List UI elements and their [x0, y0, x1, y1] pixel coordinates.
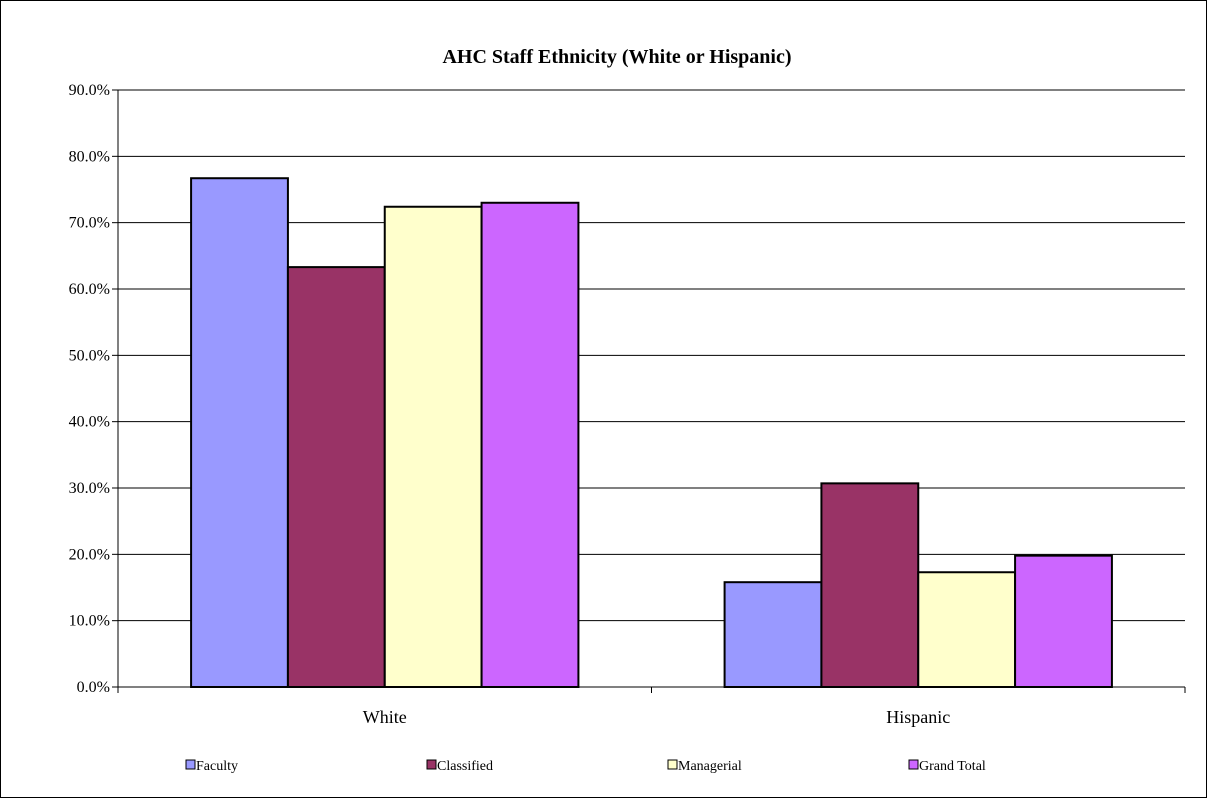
y-tick-label: 70.0%	[69, 215, 110, 232]
chart-title: AHC Staff Ethnicity (White or Hispanic)	[442, 46, 791, 68]
y-tick-label: 60.0%	[69, 281, 110, 298]
y-tick-label: 0.0%	[77, 679, 110, 696]
y-tick-label: 30.0%	[69, 480, 110, 497]
legend-swatch-classified	[426, 759, 437, 770]
bar-faculty-white	[190, 177, 289, 688]
legend: Faculty Classified Managerial Grand Total	[185, 759, 986, 774]
bars	[190, 177, 1113, 689]
bar-grand-total-hispanic	[1014, 554, 1113, 688]
legend-label-faculty: Faculty	[196, 759, 238, 774]
legend-label-managerial: Managerial	[678, 759, 742, 774]
y-axis-ticks: 0.0% 10.0% 20.0% 30.0% 40.0% 50.0% 60.0% 70.0% 8…	[69, 82, 118, 696]
legend-label-classified: Classified	[437, 759, 493, 774]
bar-managerial-hispanic	[917, 571, 1017, 689]
y-tick-label: 20.0%	[69, 546, 110, 563]
x-axis-categories: White Hispanic	[117, 687, 1186, 727]
legend-swatch-faculty	[185, 759, 196, 770]
legend-swatch-managerial	[667, 759, 678, 770]
legend-label-grand-total: Grand Total	[919, 759, 986, 774]
y-tick-label: 50.0%	[69, 347, 110, 364]
bar-managerial-white	[383, 205, 483, 688]
y-tick-label: 40.0%	[69, 414, 110, 431]
legend-swatch-grand-total	[908, 759, 919, 770]
bar-grand-total-white	[480, 201, 580, 688]
x-category-label: White	[363, 707, 407, 727]
y-tick-label: 90.0%	[69, 82, 110, 99]
x-category-label: Hispanic	[886, 707, 950, 727]
y-tick-label: 80.0%	[69, 148, 110, 165]
bar-faculty-hispanic	[723, 581, 823, 689]
y-tick-label: 10.0%	[69, 613, 110, 630]
bar-classified-hispanic	[820, 482, 920, 688]
bar-classified-white	[286, 266, 386, 688]
